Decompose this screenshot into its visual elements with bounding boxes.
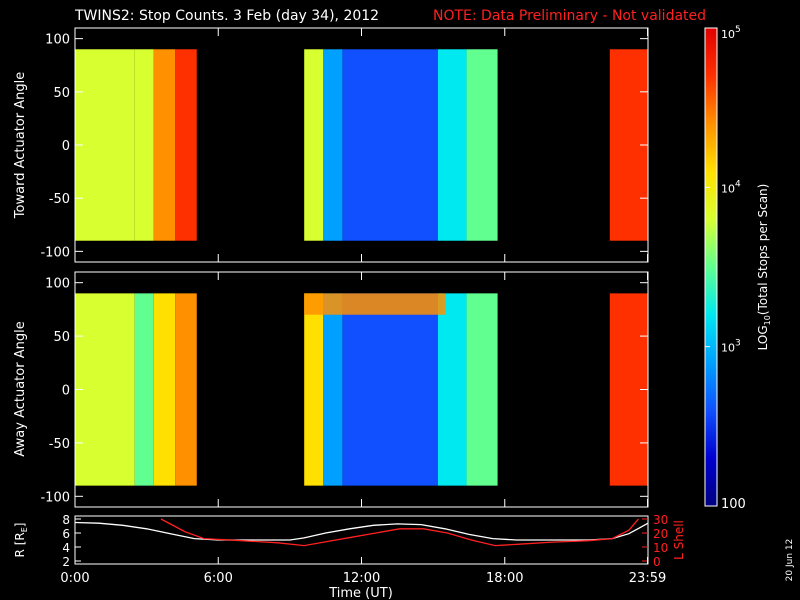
colorbar-label: LOG10(Total Stops per Scan) bbox=[756, 184, 772, 351]
colorbar-gradient bbox=[704, 27, 718, 507]
away-angle-panel: 100 50 0 -50 -100 Away Actuator Angle bbox=[13, 271, 649, 508]
radius-y-tick-label: 8 bbox=[62, 513, 70, 527]
colorbar-label-sub: 10 bbox=[763, 315, 772, 325]
radius-y-label-sub: E bbox=[20, 527, 29, 532]
away-y-tick-label: 50 bbox=[53, 330, 70, 345]
radius-y-label-close: ] bbox=[13, 523, 27, 528]
away-heatmap-band bbox=[304, 293, 446, 315]
lshell-y-label: L Shell bbox=[672, 520, 686, 560]
toward-y-tick-label: -50 bbox=[49, 192, 70, 207]
toward-heatmap-segment-5 bbox=[323, 49, 343, 241]
colorbar-tick-exponent: 3 bbox=[735, 339, 741, 349]
colorbar-tick-label: 100 bbox=[721, 497, 746, 512]
toward-angle-panel: 100 50 0 -50 -100 Toward Actuator Angle bbox=[13, 27, 649, 263]
lshell-y-tick-label: 20 bbox=[653, 527, 668, 541]
colorbar-tick-exponent: 5 bbox=[735, 25, 741, 35]
toward-heatmap-segment-6 bbox=[342, 49, 438, 241]
toward-angle-y-ticks: 100 50 0 -50 -100 bbox=[40, 28, 649, 262]
away-heatmap-segment-8 bbox=[466, 293, 498, 486]
time-x-tick-label: 18:00 bbox=[486, 571, 523, 586]
toward-heatmap-segment-1 bbox=[134, 49, 154, 241]
figure-title: TWINS2: Stop Counts. 3 Feb (day 34), 201… bbox=[74, 8, 379, 24]
colorbar-tick-label: 105 bbox=[721, 25, 741, 41]
ephemeris-lines bbox=[74, 518, 649, 547]
away-heatmap-segment-4 bbox=[304, 293, 324, 486]
away-y-tick-label: -100 bbox=[40, 490, 70, 505]
lshell-y-tick-label: 0 bbox=[653, 555, 661, 569]
away-heatmap-segment-7 bbox=[437, 293, 467, 486]
radius-y-tick-label: 2 bbox=[62, 555, 70, 569]
toward-heatmap-segment-8 bbox=[466, 49, 498, 241]
toward-heatmap-segment-3 bbox=[175, 49, 197, 241]
toward-y-tick-label: 100 bbox=[45, 33, 70, 48]
time-x-tick-label: 6:00 bbox=[204, 571, 233, 586]
away-heatmap-segment-3 bbox=[175, 293, 197, 486]
colorbar-ticks: 100 103 104 105 bbox=[705, 25, 746, 512]
toward-heatmap-segment-4 bbox=[304, 49, 324, 241]
away-heatmap-segment-0 bbox=[75, 293, 135, 486]
time-x-tick-label: 12:00 bbox=[343, 571, 380, 586]
away-heatmap-segment-6 bbox=[342, 293, 438, 486]
away-angle-y-ticks: 100 50 0 -50 -100 bbox=[40, 272, 649, 507]
toward-y-tick-label: -100 bbox=[40, 245, 70, 260]
toward-heatmap-segment-2 bbox=[153, 49, 176, 241]
away-angle-heatmap bbox=[75, 293, 648, 486]
radius-y-tick-label: 6 bbox=[62, 527, 70, 541]
radius-series-line bbox=[74, 521, 649, 541]
time-x-tick-label: 0:00 bbox=[60, 571, 89, 586]
date-stamp: 20 Jun 12 bbox=[785, 539, 795, 582]
radius-y-label: R [RE] bbox=[13, 523, 29, 558]
lshell-y-tick-label: 10 bbox=[653, 541, 668, 555]
away-angle-y-label: Away Actuator Angle bbox=[13, 321, 28, 456]
away-y-tick-label: 0 bbox=[62, 384, 70, 399]
lshell-y-tick-label: 30 bbox=[653, 513, 668, 527]
time-x-tick-label: 23:59 bbox=[629, 571, 666, 586]
toward-heatmap-segment-7 bbox=[437, 49, 467, 241]
toward-y-tick-label: 0 bbox=[62, 139, 70, 154]
toward-angle-heatmap bbox=[75, 49, 648, 241]
colorbar-tick-label: 103 bbox=[721, 339, 741, 355]
data-note: NOTE: Data Preliminary - Not validated bbox=[433, 8, 706, 24]
away-heatmap-segment-2 bbox=[153, 293, 176, 486]
time-x-label: Time (UT) bbox=[328, 586, 393, 600]
away-heatmap-segment-5 bbox=[323, 293, 343, 486]
away-heatmap-segment-1 bbox=[134, 293, 154, 486]
toward-heatmap-segment-0 bbox=[75, 49, 135, 241]
away-y-tick-label: 100 bbox=[45, 277, 70, 292]
toward-y-tick-label: 50 bbox=[53, 86, 70, 101]
colorbar-label-rest: (Total Stops per Scan) bbox=[756, 184, 770, 315]
colorbar-tick-exponent: 4 bbox=[735, 179, 741, 189]
toward-angle-y-label: Toward Actuator Angle bbox=[13, 72, 28, 219]
radius-y-tick-label: 4 bbox=[62, 541, 70, 555]
away-y-tick-label: -50 bbox=[49, 437, 70, 452]
lshell-series-line bbox=[160, 518, 639, 547]
colorbar-tick-label: 104 bbox=[721, 179, 741, 195]
